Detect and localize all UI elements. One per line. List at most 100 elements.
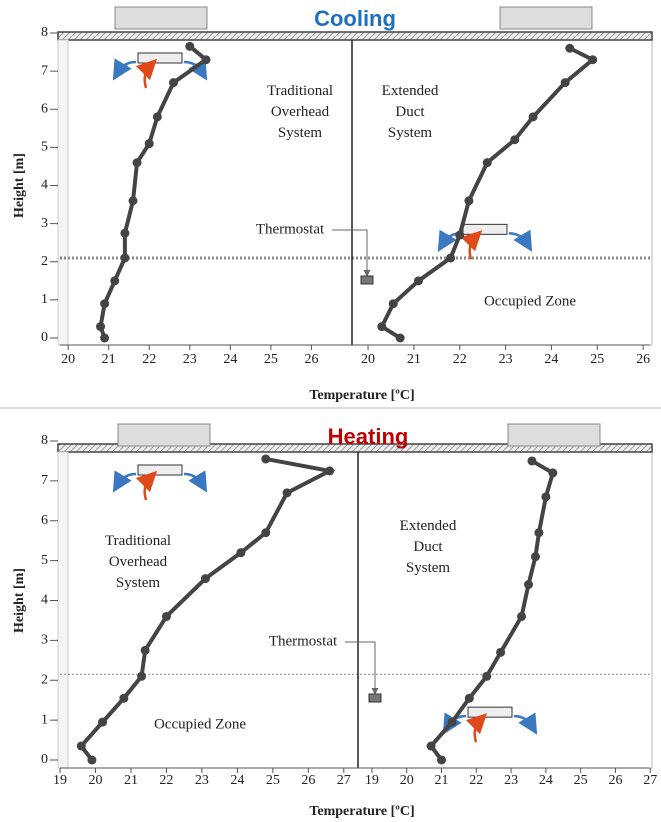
data-point [565,44,574,53]
data-point [100,299,109,308]
y-tick-label: 4 [41,593,48,608]
data-point [77,742,86,751]
ac-unit [508,424,600,446]
thermostat-label: Thermostat [256,221,325,237]
figure: CoolingHeight [m]Temperature [ºC]0123456… [0,0,661,822]
data-point [261,454,270,463]
data-point [87,756,96,765]
system-label-line: System [278,125,323,141]
data-point [427,742,436,751]
x-tick-label: 27 [643,773,657,788]
x-tick-label: 21 [407,352,421,367]
x-tick-label: 19 [53,773,67,788]
data-point [185,42,194,51]
data-point [483,158,492,167]
x-tick-label: 23 [183,352,197,367]
system-label-line: Duct [413,539,443,555]
data-point [529,112,538,121]
y-tick-label: 4 [41,178,48,193]
x-tick-label: 23 [195,773,209,788]
y-tick-label: 7 [41,473,48,488]
data-point [162,612,171,621]
system-label-line: Traditional [267,83,333,99]
x-tick-label: 26 [608,773,622,788]
system-label-line: Overhead [109,554,168,570]
data-point [141,646,150,655]
x-tick-label: 26 [301,773,315,788]
x-tick-label: 24 [230,773,244,788]
thermostat [369,694,381,702]
y-tick-label: 5 [41,553,48,568]
x-tick-label: 27 [337,773,351,788]
data-point [98,718,107,727]
x-tick-label: 20 [61,352,75,367]
y-tick-label: 8 [41,25,48,40]
chart-title: Heating [328,424,409,449]
x-tick-label: 25 [264,352,278,367]
system-label-line: Extended [400,518,457,534]
system-label-line: System [116,575,161,591]
ac-unit [115,7,207,29]
data-point [588,55,597,64]
thermostat [361,276,373,284]
chart-title: Cooling [314,6,396,31]
y-tick-label: 6 [41,513,48,528]
y-tick-label: 5 [41,140,48,155]
x-tick-label: 22 [453,352,467,367]
data-point [202,55,211,64]
x-tick-label: 24 [223,352,237,367]
data-point [201,574,210,583]
y-tick-label: 2 [41,672,48,687]
background [0,0,661,822]
x-tick-label: 21 [435,773,449,788]
x-tick-label: 24 [539,773,553,788]
y-tick-label: 0 [41,752,48,767]
system-label-line: Extended [382,83,439,99]
system-label-line: Overhead [271,104,330,120]
data-point [389,299,398,308]
x-tick-label: 22 [142,352,156,367]
x-tick-label: 21 [102,352,116,367]
data-point [169,78,178,87]
data-point [524,580,533,589]
data-point [534,528,543,537]
x-tick-label: 23 [504,773,518,788]
data-point [120,229,129,238]
x-axis-label: Temperature [ºC] [309,804,414,819]
y-tick-label: 0 [41,330,48,345]
data-point [396,334,405,343]
y-tick-label: 8 [41,433,48,448]
y-tick-label: 2 [41,254,48,269]
data-point [236,548,245,557]
data-point [510,135,519,144]
y-tick-label: 3 [41,633,48,648]
roof [58,32,652,40]
data-point [325,466,334,475]
data-point [110,276,119,285]
data-point [119,694,128,703]
ac-unit [118,424,210,446]
y-tick-label: 1 [41,292,48,307]
vent [463,224,507,234]
data-point [120,253,129,262]
x-tick-label: 26 [304,352,318,367]
data-point [377,322,386,331]
y-tick-label: 7 [41,63,48,78]
x-tick-label: 25 [574,773,588,788]
system-label-line: System [406,560,451,576]
x-tick-label: 25 [590,352,604,367]
data-point [261,528,270,537]
x-tick-label: 24 [544,352,558,367]
data-point [129,196,138,205]
data-point [447,718,456,727]
ac-unit [500,7,592,29]
vent [138,53,182,63]
data-point [437,756,446,765]
x-tick-label: 19 [365,773,379,788]
data-point [96,322,105,331]
x-tick-label: 23 [499,352,513,367]
x-tick-label: 25 [266,773,280,788]
data-point [455,231,464,240]
y-tick-label: 3 [41,216,48,231]
thermostat-label: Thermostat [269,633,338,649]
